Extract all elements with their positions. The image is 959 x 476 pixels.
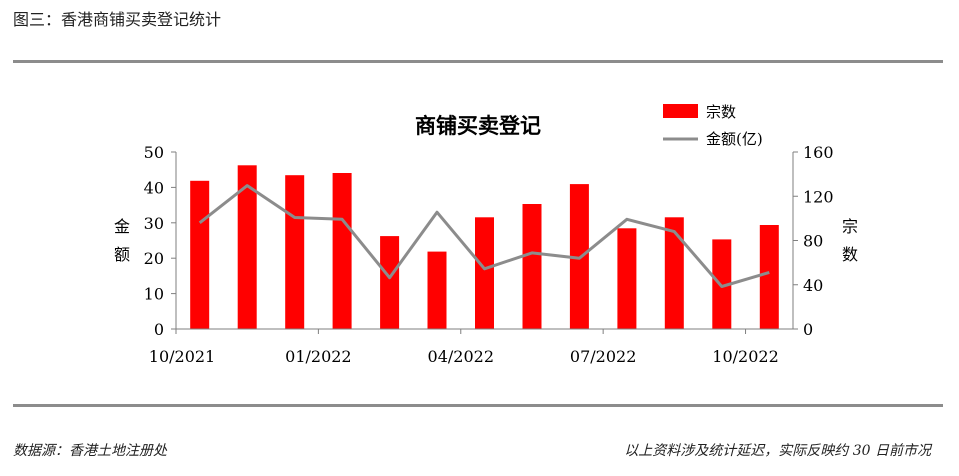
bar-10/2022	[759, 225, 779, 329]
y-right-tick-label: 0	[803, 320, 813, 339]
x-tick-label: 04/2022	[428, 347, 494, 366]
bar-07/2022	[617, 228, 637, 329]
x-tick-label: 07/2022	[570, 347, 636, 366]
bar-04/2022	[475, 217, 494, 329]
bar-10/2021	[190, 180, 210, 329]
x-tick-label: 10/2022	[712, 347, 778, 366]
y-right-label-char-1: 宗	[842, 217, 858, 236]
source-note: 数据源：香港土地注册处	[13, 443, 167, 459]
figure-caption: 图三：香港商铺买卖登记统计	[13, 10, 222, 29]
y-left-tick-label: 50	[144, 143, 164, 162]
bar-09/2022	[712, 239, 732, 329]
y-right-tick-label: 80	[803, 232, 823, 251]
bar-02/2022	[380, 236, 400, 329]
y-right-tick-label: 160	[803, 143, 834, 162]
top-rule	[13, 60, 943, 63]
delay-note: 以上资料涉及统计延迟，实际反映约 30 日前市况	[624, 443, 931, 459]
legend: 宗数 金额(亿)	[663, 103, 763, 148]
bar-11/2021	[237, 165, 257, 329]
bar-05/2022	[522, 204, 542, 329]
y-right-tick-label: 40	[803, 276, 823, 295]
y-left-label-char-1: 金	[114, 217, 130, 236]
bar-03/2022	[427, 251, 447, 329]
bar-08/2022	[664, 217, 684, 329]
legend-label-line: 金额(亿)	[706, 130, 763, 148]
y-right-tick-label: 120	[803, 187, 834, 206]
plot-area: 0 10 20 30 40 50 0 40 80 120 160 10/2021 01/2022 04/2…	[144, 143, 834, 366]
bottom-rule	[13, 404, 943, 407]
y-left-tick-label: 0	[154, 320, 164, 339]
y-left-tick-label: 10	[144, 285, 164, 304]
amount-line	[198, 184, 770, 288]
x-tick-label: 10/2021	[149, 347, 215, 366]
x-tick-label: 01/2022	[285, 347, 351, 366]
legend-swatch-bar	[663, 104, 698, 118]
y-left-tick-label: 40	[144, 178, 164, 197]
bar-12/2021	[285, 175, 305, 329]
chart-title: 商铺买卖登记	[415, 113, 541, 138]
y-left-tick-label: 20	[144, 249, 164, 268]
y-left-tick-label: 30	[144, 214, 164, 233]
bar-01/2022	[332, 173, 352, 329]
y-left-label-char-2: 额	[114, 245, 130, 264]
legend-label-bar: 宗数	[706, 103, 736, 121]
y-right-label-char-2: 数	[842, 245, 858, 264]
